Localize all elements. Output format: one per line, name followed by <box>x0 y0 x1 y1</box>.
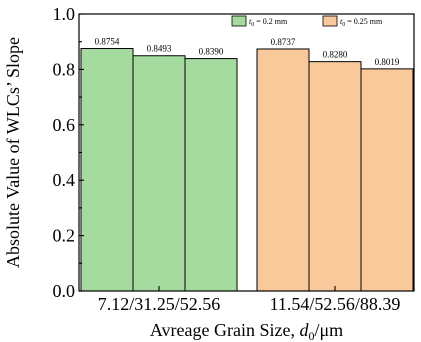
bar-1-2 <box>132 55 186 292</box>
value-label-1-1: 0.8754 <box>95 37 120 47</box>
x-category-label-1: 7.12/31.25/52.56 <box>98 294 221 314</box>
bars-layer <box>80 48 414 292</box>
value-label-1-3: 0.8390 <box>199 47 224 57</box>
bar-1-3 <box>184 58 238 292</box>
y-tick-label-2: 0.4 <box>53 170 76 190</box>
legend-label-2: t0 = 0.25 mm <box>340 17 383 28</box>
value-labels-layer: 0.8754 0.8493 0.8390 0.8737 0.8280 0.8019 <box>95 37 400 67</box>
y-tick-label-0: 0.0 <box>53 281 76 301</box>
legend: t0 = 0.2 mm t0 = 0.25 mm <box>231 15 383 28</box>
y-axis-title: Absolute Value of WLCs’ Slope <box>3 37 23 268</box>
y-tick-label-3: 0.6 <box>53 115 76 135</box>
value-label-2-3: 0.8019 <box>375 57 400 67</box>
x-category-label-2: 11.54/52.56/88.39 <box>270 294 401 314</box>
bar-1-1 <box>80 48 134 292</box>
x-axis-title: Avreage Grain Size, d0/μm <box>150 320 343 342</box>
y-tick-label-5: 1.0 <box>53 4 76 24</box>
legend-label-1: t0 = 0.2 mm <box>249 17 288 28</box>
bar-2-1 <box>256 48 310 292</box>
value-label-2-1: 0.8737 <box>271 37 296 47</box>
axes-layer: 0.0 0.2 0.4 0.6 0.8 1.0 7.12/31.25/52.56 11.54/… <box>3 4 415 342</box>
value-label-1-2: 0.8493 <box>147 44 172 54</box>
bar-2-3 <box>360 68 414 292</box>
y-tick-label-4: 0.8 <box>53 59 76 79</box>
bar-2-2 <box>308 61 362 292</box>
legend-swatch-1 <box>231 15 247 27</box>
y-tick-label-1: 0.2 <box>53 226 76 246</box>
legend-swatch-2 <box>322 15 338 27</box>
value-label-2-2: 0.8280 <box>323 50 348 60</box>
